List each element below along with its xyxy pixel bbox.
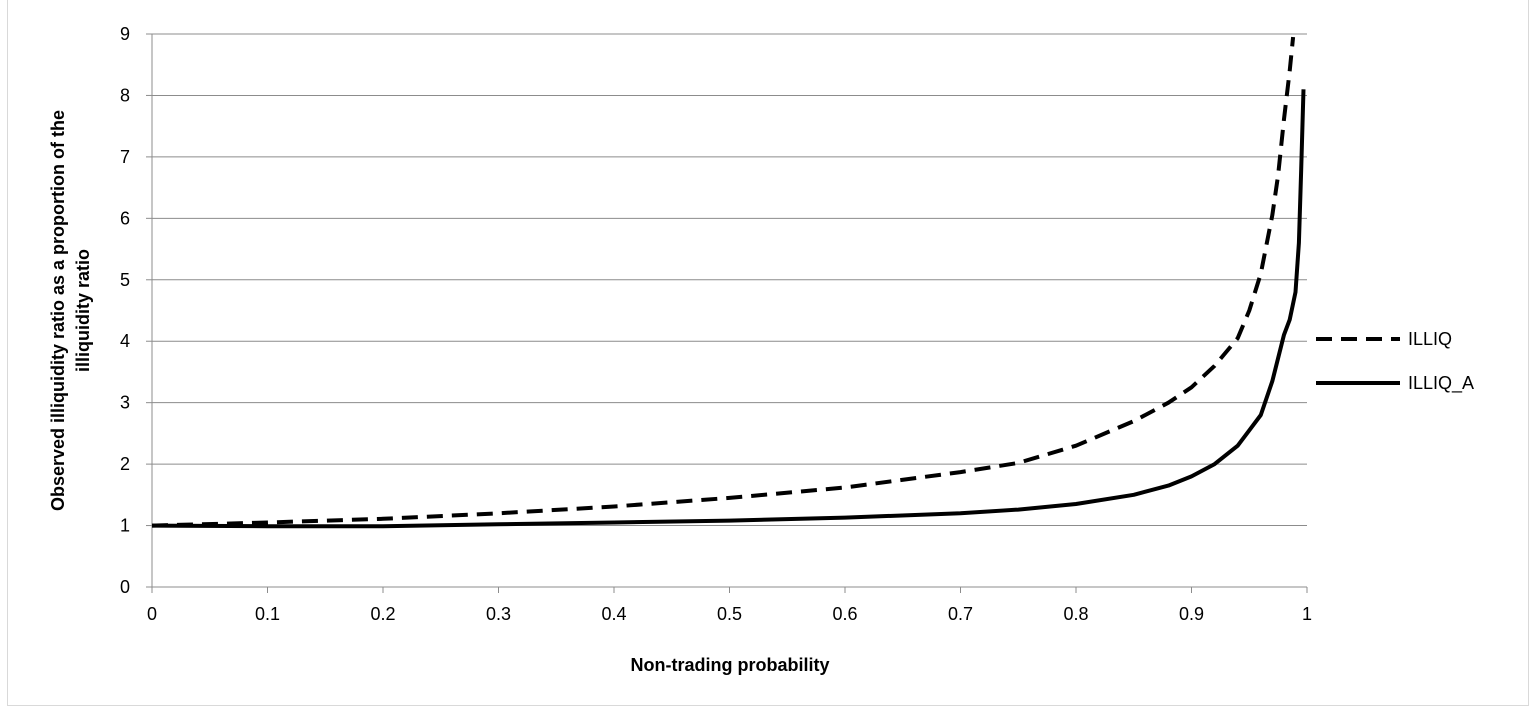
axis-layer: 0 1 2 3 4 5 6 7 8 9 0 0.1 0.2 0.3 0.4 0.5 0.6 0.7 0.8 0.9 1 [120, 24, 1312, 624]
x-axis-title: Non-trading probability [631, 655, 830, 675]
legend: ILLIQ ILLIQ_A [1316, 329, 1474, 394]
y-axis-title-line: Observed illiquidity ratio as a proporti… [48, 110, 68, 511]
y-tick-label: 7 [120, 147, 130, 167]
y-tick-label: 0 [120, 577, 130, 597]
x-tick-label: 0.2 [370, 604, 395, 624]
y-tick-label: 8 [120, 85, 130, 105]
y-tick-label: 1 [120, 516, 130, 536]
legend-label: ILLIQ_A [1408, 373, 1474, 394]
y-axis-title: Observed illiquidity ratio as a proporti… [48, 110, 93, 511]
y-tick-label: 3 [120, 393, 130, 413]
x-tick-label: 0.9 [1179, 604, 1204, 624]
y-tick-label: 4 [120, 331, 130, 351]
series-layer [151, 36, 1306, 529]
y-tick-label: 5 [120, 270, 130, 290]
y-tick-label: 6 [120, 208, 130, 228]
x-tick-label: 0.1 [255, 604, 280, 624]
y-tick-label: 9 [120, 24, 130, 44]
x-tick-label: 0.8 [1063, 604, 1088, 624]
legend-label: ILLIQ [1408, 329, 1452, 349]
grid-layer [152, 33, 1307, 527]
series-line-illiq-a [151, 89, 1306, 529]
series-line-illiq [151, 36, 1296, 528]
x-tick-label: 0.5 [717, 604, 742, 624]
x-tick-label: 0.3 [486, 604, 511, 624]
x-tick-label: 0 [147, 604, 157, 624]
chart-frame [7, 0, 1529, 706]
y-tick-label: 2 [120, 454, 130, 474]
y-axis-title-line: illiquidity ratio [73, 249, 93, 372]
x-tick-label: 1 [1302, 604, 1312, 624]
x-tick-label: 0.4 [601, 604, 626, 624]
x-tick-label: 0.6 [832, 604, 857, 624]
x-tick-label: 0.7 [948, 604, 973, 624]
